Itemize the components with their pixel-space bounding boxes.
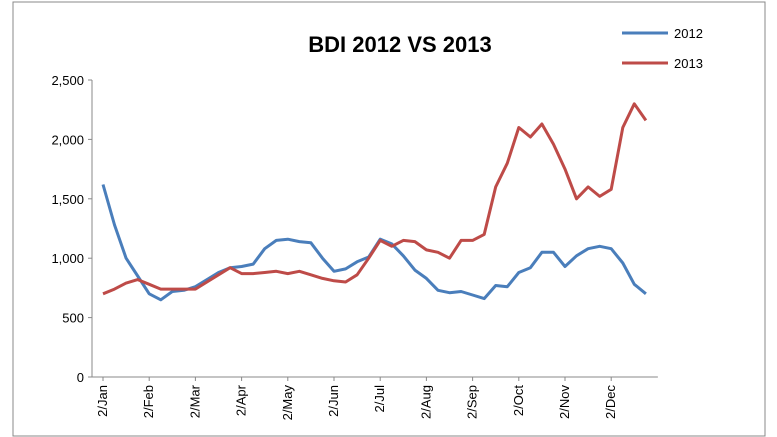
y-tick-label: 1,500 [51, 192, 84, 207]
x-tick-label: 2/May [280, 385, 295, 421]
line-series [102, 102, 648, 296]
x-tick-label: 2/Apr [234, 384, 249, 416]
x-tick-label: 2/Feb [141, 385, 156, 418]
x-tick-label: 2/Dec [603, 385, 618, 419]
chart-border [12, 1, 766, 437]
legend-label: 2013 [674, 56, 703, 71]
y-tick-label: 1,000 [51, 251, 84, 266]
x-tick-label: 2/Jan [95, 385, 110, 417]
x-tick-label: 2/Oct [511, 385, 526, 416]
x-tick-label: 2/Jun [326, 385, 341, 417]
legend-label: 2012 [674, 26, 703, 41]
x-tick-label: 2/Nov [557, 385, 572, 419]
y-tick-label: 500 [62, 311, 84, 326]
x-tick-label: 2/Sep [465, 385, 480, 419]
x-tick-label: 2/Mar [187, 384, 202, 418]
x-tick-label: 2/Aug [418, 385, 433, 419]
y-tick-label: 0 [77, 370, 84, 385]
y-tick-label: 2,500 [51, 73, 84, 88]
x-tick-label: 2/Jul [372, 385, 387, 413]
chart-title: BDI 2012 VS 2013 [308, 32, 491, 57]
y-tick-label: 2,000 [51, 132, 84, 147]
